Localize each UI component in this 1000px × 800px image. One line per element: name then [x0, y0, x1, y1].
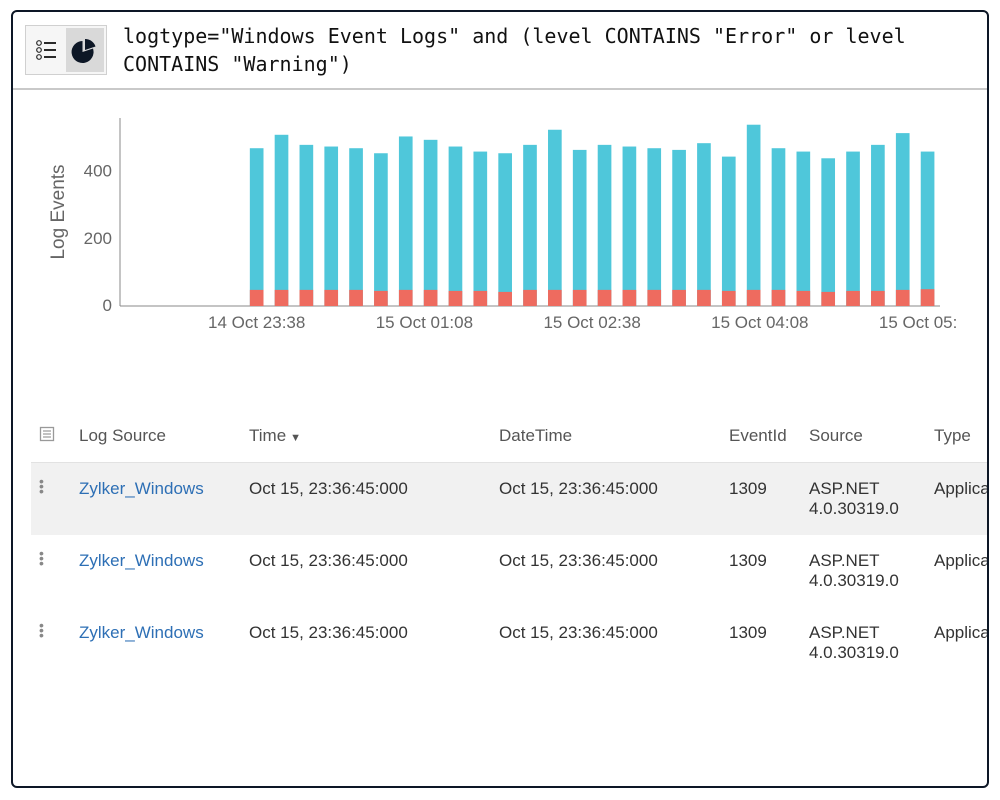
svg-text:0: 0 [103, 296, 112, 315]
cell-source: ASP.NET 4.0.30319.0 [801, 607, 926, 679]
svg-text:15 Oct 04:08: 15 Oct 04:08 [711, 313, 808, 332]
column-select-icon[interactable] [31, 410, 71, 463]
cell-type: Application [926, 535, 989, 607]
view-toggle [25, 25, 107, 75]
cell-time: Oct 15, 23:36:45:000 [241, 535, 491, 607]
list-icon [34, 37, 60, 63]
cell-type: Application [926, 607, 989, 679]
log-events-chart: Log Events 0 200 400 14 Oct 23:38 15 Oct 01:0… [43, 110, 957, 340]
cell-time: Oct 15, 23:36:45:000 [241, 607, 491, 679]
col-eventid[interactable]: EventId [721, 410, 801, 463]
svg-text:14 Oct 23:38: 14 Oct 23:38 [208, 313, 305, 332]
svg-text:400: 400 [84, 162, 112, 181]
results-table: Log Source Time▼ DateTime EventId Source… [31, 410, 989, 679]
cell-datetime: Oct 15, 23:36:45:000 [491, 607, 721, 679]
chart-area: Log Events 0 200 400 14 Oct 23:38 15 Oct 01:0… [13, 90, 987, 350]
svg-text:Log Events: Log Events [48, 164, 69, 259]
cell-datetime: Oct 15, 23:36:45:000 [491, 463, 721, 536]
row-menu-icon[interactable]: ••• [39, 551, 63, 566]
pie-chart-icon [71, 36, 99, 64]
svg-text:200: 200 [84, 229, 112, 248]
col-type[interactable]: Type [926, 410, 989, 463]
cell-source: ASP.NET 4.0.30319.0 [801, 463, 926, 536]
log-source-link[interactable]: Zylker_Windows [79, 479, 204, 498]
col-time[interactable]: Time▼ [241, 410, 491, 463]
log-source-link[interactable]: Zylker_Windows [79, 623, 204, 642]
row-menu-icon[interactable]: ••• [39, 623, 63, 638]
col-datetime[interactable]: DateTime [491, 410, 721, 463]
query-header: logtype="Windows Event Logs" and (level … [13, 12, 987, 90]
table-row[interactable]: ••• Zylker_Windows Oct 15, 23:36:45:000Oct… [31, 463, 989, 536]
app-frame: logtype="Windows Event Logs" and (level … [11, 10, 989, 788]
row-menu-icon[interactable]: ••• [39, 479, 63, 494]
cell-source: ASP.NET 4.0.30319.0 [801, 535, 926, 607]
chart-view-button[interactable] [66, 28, 104, 72]
cell-eventid: 1309 [721, 535, 801, 607]
query-text[interactable]: logtype="Windows Event Logs" and (level … [123, 22, 975, 78]
cell-type: Application [926, 463, 989, 536]
list-view-button[interactable] [28, 28, 66, 72]
svg-text:15 Oct 01:08: 15 Oct 01:08 [376, 313, 473, 332]
svg-text:15 Oct 05:38: 15 Oct 05:38 [879, 313, 957, 332]
sort-desc-icon: ▼ [290, 432, 301, 444]
results-table-area: Log Source Time▼ DateTime EventId Source… [13, 350, 987, 689]
table-row[interactable]: ••• Zylker_Windows Oct 15, 23:36:45:000Oct… [31, 535, 989, 607]
cell-eventid: 1309 [721, 463, 801, 536]
col-log-source[interactable]: Log Source [71, 410, 241, 463]
svg-text:15 Oct 02:38: 15 Oct 02:38 [543, 313, 640, 332]
log-source-link[interactable]: Zylker_Windows [79, 551, 204, 570]
cell-datetime: Oct 15, 23:36:45:000 [491, 535, 721, 607]
cell-time: Oct 15, 23:36:45:000 [241, 463, 491, 536]
col-source[interactable]: Source [801, 410, 926, 463]
cell-eventid: 1309 [721, 607, 801, 679]
table-header-row: Log Source Time▼ DateTime EventId Source… [31, 410, 989, 463]
table-row[interactable]: ••• Zylker_Windows Oct 15, 23:36:45:000Oct… [31, 607, 989, 679]
